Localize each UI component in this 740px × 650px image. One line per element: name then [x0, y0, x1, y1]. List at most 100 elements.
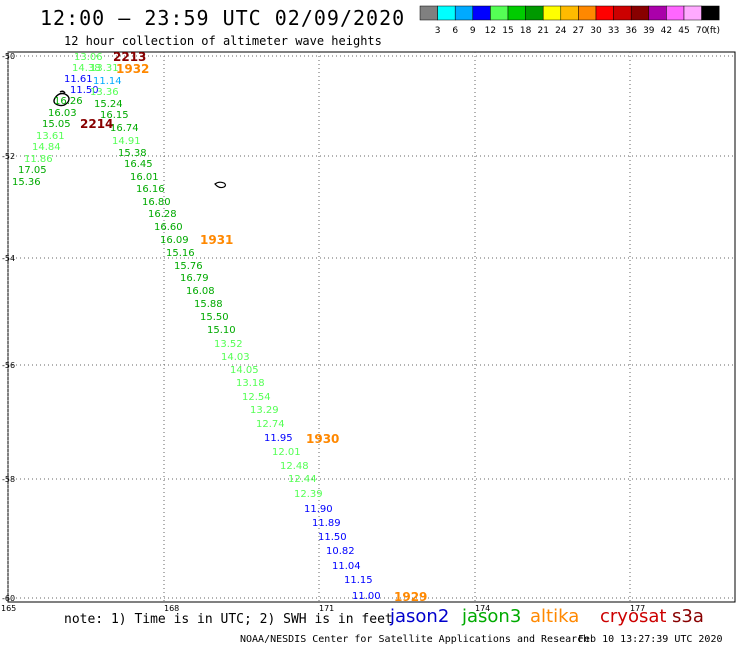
colorbar-label: 36 [625, 26, 637, 36]
swh-label: 16.16 [136, 184, 165, 195]
map-subtitle: 12 hour collection of altimeter wave hei… [64, 34, 382, 48]
swh-label: 16.28 [148, 209, 177, 220]
swh-label: 14.38 [72, 63, 101, 74]
lon-label: 177 [630, 604, 645, 613]
colorbar-label: 27 [573, 26, 584, 36]
swh-label: 12.39 [294, 489, 323, 500]
swh-label: 16.09 [160, 235, 189, 246]
legend-jason2: jason2 [390, 606, 450, 627]
swh-label: 15.24 [94, 99, 123, 110]
swh-label: 15.76 [174, 261, 203, 272]
pass-time-label: 1931 [200, 233, 233, 247]
swh-label: 11.15 [344, 575, 373, 586]
swh-label: 12.48 [280, 461, 309, 472]
swh-label: 13.18 [236, 378, 265, 389]
lon-label: 168 [164, 604, 179, 613]
pass-time-label: 1932 [116, 62, 149, 76]
swh-label: 15.88 [194, 299, 223, 310]
swh-label: 15.16 [166, 248, 195, 259]
swh-label: 16.03 [48, 108, 77, 119]
pass-time-label: 2213 [113, 50, 146, 64]
footer-note: note: 1) Time is in UTC; 2) SWH is in fe… [64, 612, 393, 627]
colorbar-label: 21 [537, 26, 548, 36]
swh-label: 13.36 [90, 87, 119, 98]
swh-label: 12.74 [256, 419, 285, 430]
swh-label: 13.29 [250, 405, 279, 416]
swh-label: 16.15 [100, 110, 129, 121]
colorbar-label: (ft) [706, 26, 720, 36]
swh-label: 16.60 [154, 222, 183, 233]
swh-label: 16.79 [180, 273, 209, 284]
swh-label: 15.05 [42, 119, 71, 130]
map-title: 12:00 – 23:59 UTC 02/09/2020 [40, 6, 406, 30]
swh-label: 16.74 [110, 123, 139, 134]
swh-label: 15.10 [207, 325, 236, 336]
lon-label: 174 [475, 604, 490, 613]
lon-label: 171 [319, 604, 334, 613]
colorbar-label: 6 [452, 26, 458, 36]
lat-label: -52 [2, 152, 15, 161]
colorbar-label: 24 [555, 26, 567, 36]
lat-label: -56 [2, 361, 15, 370]
swh-label: 15.38 [118, 148, 147, 159]
swh-label: 11.90 [304, 504, 333, 515]
swh-label: 12.44 [288, 474, 317, 485]
swh-label: 14.84 [32, 142, 61, 153]
swh-label: 14.91 [112, 136, 141, 147]
legend-s3a: s3a [672, 606, 704, 627]
legend-jason3: jason3 [462, 606, 522, 627]
swh-label: 17.05 [18, 165, 47, 176]
colorbar-label: 30 [590, 26, 602, 36]
swh-label: 11.50 [70, 85, 99, 96]
swh-label: 15.50 [200, 312, 229, 323]
swh-label: 11.95 [264, 433, 293, 444]
swh-label: 16.08 [186, 286, 215, 297]
swh-label: 11.89 [312, 518, 341, 529]
swh-label: 13.06 [74, 52, 103, 63]
swh-label: 13.31 [90, 63, 119, 74]
swh-label: 11.14 [93, 76, 122, 87]
swh-label: 13.61 [36, 131, 65, 142]
pass-time-label: 2214 [80, 117, 113, 131]
pass-time-label: 1929 [394, 590, 427, 604]
swh-label: 12.01 [272, 447, 301, 458]
lon-label: 165 [1, 604, 16, 613]
colorbar-label: 15 [502, 26, 513, 36]
lat-label: -60 [2, 594, 15, 603]
swh-label: 10.82 [326, 546, 355, 557]
swh-label: 14.05 [230, 365, 259, 376]
lat-label: -58 [2, 475, 15, 484]
swh-label: 11.00 [352, 591, 381, 602]
swh-label: 13.52 [214, 339, 243, 350]
map-frame [7, 51, 736, 603]
colorbar-label: 45 [678, 26, 689, 36]
swh-label: 16.26 [54, 96, 83, 107]
swh-label: 11.50 [318, 532, 347, 543]
swh-label: 15.36 [12, 177, 41, 188]
swh-label: 16.01 [130, 172, 159, 183]
colorbar-label: 12 [485, 26, 496, 36]
colorbar-label: 18 [520, 26, 532, 36]
credit-text: NOAA/NESDIS Center for Satellite Applica… [240, 634, 590, 645]
colorbar: 3 6 9 12 15 18 21 24 27 30 33 36 39 42 45 70 (ft) [419, 5, 720, 36]
swh-label: 14.03 [221, 352, 250, 363]
campbell-island [214, 181, 227, 189]
colorbar-swatch [701, 5, 720, 21]
timestamp-text: Feb 10 13:27:39 UTC 2020 [578, 634, 723, 645]
colorbar-label: 42 [661, 26, 672, 36]
auckland-islands [53, 90, 70, 107]
lat-label: -54 [2, 254, 15, 263]
swh-label: 11.04 [332, 561, 361, 572]
swh-label: 11.61 [64, 74, 93, 85]
legend-cryosat: cryosat [600, 606, 667, 627]
swh-label: 16.45 [124, 159, 153, 170]
colorbar-label: 3 [435, 26, 441, 36]
colorbar-label: 70 [696, 26, 708, 36]
legend-altika: altika [530, 606, 580, 627]
lat-label: -50 [2, 52, 15, 61]
swh-label: 12.54 [242, 392, 271, 403]
swh-label: 11.86 [24, 154, 53, 165]
pass-time-label: 1930 [306, 432, 339, 446]
swh-label: 16.80 [142, 197, 171, 208]
